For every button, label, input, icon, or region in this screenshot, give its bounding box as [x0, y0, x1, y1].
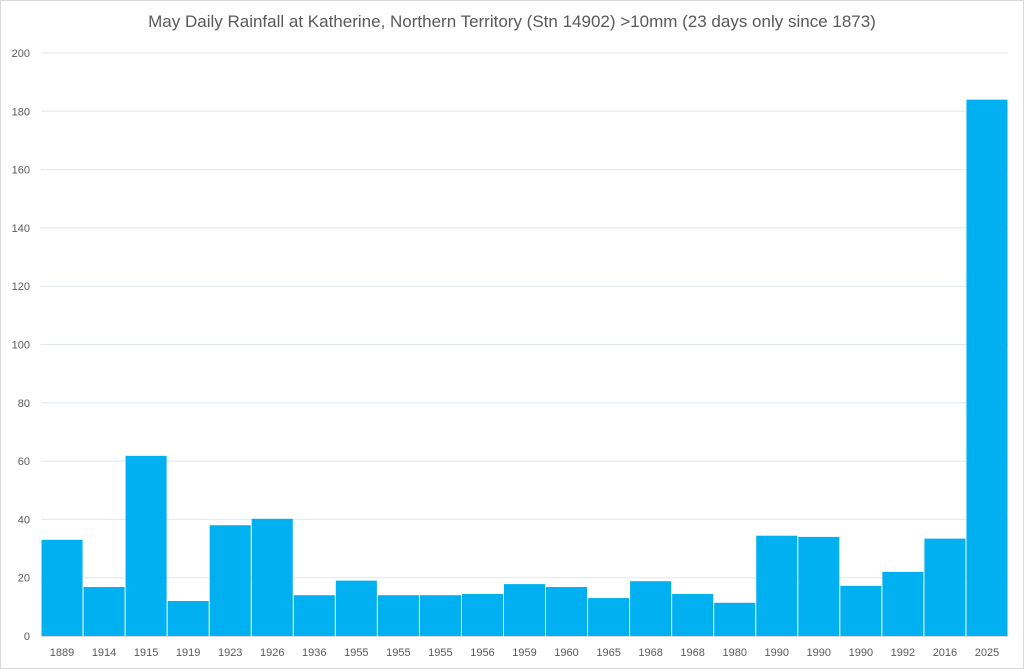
- x-tick-label: 1889: [50, 647, 74, 659]
- x-tick-label: 1959: [512, 647, 536, 659]
- bar: [167, 601, 209, 636]
- x-tick-label: 1956: [470, 647, 494, 659]
- bar: [840, 585, 882, 636]
- bar: [714, 602, 756, 636]
- chart-title: May Daily Rainfall at Katherine, Norther…: [148, 12, 876, 31]
- y-tick-label: 60: [18, 456, 30, 468]
- bar: [377, 595, 419, 636]
- x-tick-label: 1915: [134, 647, 158, 659]
- y-tick-label: 160: [12, 165, 30, 177]
- bar: [924, 538, 966, 636]
- x-tick-label: 1968: [638, 647, 662, 659]
- y-tick-label: 100: [12, 340, 30, 352]
- bar: [588, 598, 630, 636]
- x-tick-label: 2016: [933, 647, 957, 659]
- y-tick-label: 200: [12, 48, 30, 60]
- x-tick-label: 1923: [218, 647, 242, 659]
- x-tick-label: 1968: [680, 647, 704, 659]
- y-tick-labels: 0 20 40 60 80 100 120 140 160 180 200: [12, 48, 30, 643]
- y-tick-label: 120: [12, 281, 30, 293]
- x-tick-label: 1936: [302, 647, 326, 659]
- x-tick-label: 1965: [596, 647, 620, 659]
- x-tick-label: 1955: [344, 647, 368, 659]
- y-tick-label: 0: [24, 631, 30, 643]
- x-tick-label: 1980: [722, 647, 746, 659]
- y-tick-label: 140: [12, 223, 30, 235]
- bar: [251, 518, 293, 636]
- x-tick-label: 1992: [891, 647, 915, 659]
- x-tick-label: 1926: [260, 647, 284, 659]
- bar: [419, 595, 461, 636]
- x-tick-label: 1990: [765, 647, 789, 659]
- bar: [41, 539, 83, 636]
- bar: [756, 535, 798, 636]
- x-tick-label: 1990: [807, 647, 831, 659]
- bar: [293, 595, 335, 636]
- gridlines: [41, 52, 1008, 579]
- y-tick-label: 20: [18, 573, 30, 585]
- bars: [41, 99, 1008, 636]
- bar: [125, 455, 167, 636]
- x-tick-label: 1955: [428, 647, 452, 659]
- x-tick-label: 1960: [554, 647, 578, 659]
- bar: [882, 571, 924, 636]
- y-tick-label: 80: [18, 398, 30, 410]
- bar: [798, 536, 840, 636]
- x-tick-label: 2025: [975, 647, 999, 659]
- x-tick-label: 1919: [176, 647, 200, 659]
- x-tick-label: 1990: [849, 647, 873, 659]
- bar: [335, 580, 377, 636]
- bar: [209, 525, 251, 636]
- y-tick-label: 40: [18, 514, 30, 526]
- bar: [966, 99, 1008, 636]
- bar: [83, 587, 125, 636]
- y-tick-label: 180: [12, 106, 30, 118]
- x-tick-label: 1914: [92, 647, 116, 659]
- bar: [503, 584, 546, 636]
- bar: [461, 594, 503, 636]
- bar: [672, 594, 714, 636]
- bar: [546, 587, 588, 636]
- x-tick-label: 1955: [386, 647, 410, 659]
- x-tick-labels: 1889 1914 1915 1919 1923 1926 1936 1955 1955 1955…: [50, 647, 999, 659]
- bar: [630, 581, 672, 636]
